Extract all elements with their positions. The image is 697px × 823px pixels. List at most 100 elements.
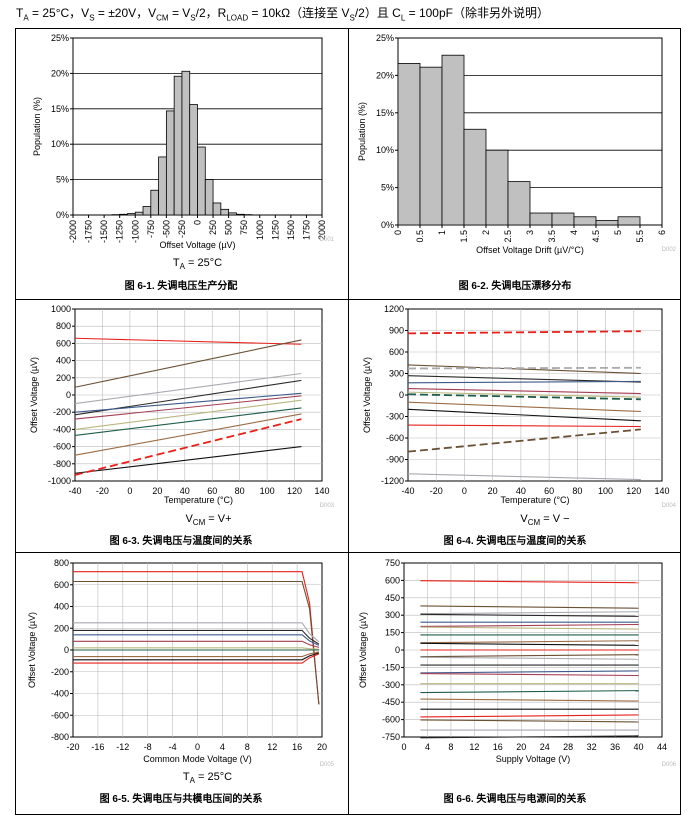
series-line — [407, 401, 641, 413]
series-line — [407, 366, 641, 370]
x-tick-label: 40 — [516, 486, 526, 496]
x-tick-label: 140 — [314, 486, 329, 496]
grid-divider-vertical — [348, 28, 349, 815]
x-tick-label: 0 — [193, 220, 203, 225]
figure-caption: 图 6-1. 失调电压生产分配 — [125, 279, 238, 292]
bar — [119, 213, 128, 216]
x-tick-label: 16 — [493, 742, 503, 752]
x-tick-label: 8 — [245, 742, 250, 752]
y-tick-label: 600 — [54, 580, 69, 590]
y-tick-label: 400 — [56, 356, 71, 366]
x-tick-label: 44 — [657, 742, 667, 752]
figure-caption: 图 6-4. 失调电压与温度间的关系 — [444, 534, 587, 547]
x-tick-label: 60 — [544, 486, 554, 496]
series-line — [420, 654, 639, 658]
chart-fig6-4: -1200 -900 -600 -300 0 300 600 900 1200 -40 -20 0 20… — [362, 304, 677, 547]
series-line — [74, 339, 302, 388]
x-tick-label: 2.5 — [503, 230, 513, 243]
y-tick-label: -450 — [382, 697, 400, 707]
series-line — [74, 392, 302, 413]
series-line — [420, 719, 639, 723]
series-line — [407, 388, 641, 395]
y-tick-label: 20% — [51, 68, 69, 78]
y-tick-label: -600 — [53, 442, 71, 452]
y-axis-label: Offset Voltage (µV) — [27, 612, 37, 688]
y-tick-label: 0 — [66, 390, 71, 400]
chart-fig6-6: -750 -600 -450 -300 -150 0 150 300 450 600 750 0 4 8 1… — [358, 558, 677, 805]
y-tick-label: 900 — [389, 326, 404, 336]
series-line — [407, 393, 641, 401]
bar — [165, 110, 175, 216]
x-axis-label: Offset Voltage (µV) — [159, 240, 235, 250]
bar — [529, 212, 553, 226]
x-tick-label: 20 — [152, 486, 162, 496]
series-line — [407, 330, 641, 335]
y-tick-label: -900 — [386, 455, 404, 465]
series-line — [407, 428, 641, 453]
chart-note: TA = 25°C — [183, 771, 232, 785]
series-line — [73, 651, 320, 658]
series-line — [73, 622, 320, 643]
x-axis-label: Supply Voltage (V) — [496, 754, 571, 764]
y-tick-label: 25% — [51, 33, 69, 43]
x-tick-label: 1000 — [255, 220, 265, 240]
figure-caption: 图 6-5. 失调电压与共模电压间的关系 — [100, 792, 263, 805]
bar — [142, 206, 152, 216]
y-tick-label: 5% — [56, 175, 69, 185]
y-tick-label: -1200 — [381, 476, 404, 486]
x-tick-label: 1.5 — [459, 230, 469, 243]
x-tick-label: 1500 — [286, 220, 296, 240]
x-tick-label: 140 — [654, 486, 669, 496]
grid-divider-row2 — [15, 552, 681, 553]
figure-code: D002 — [662, 247, 677, 253]
x-tick-label: 4 — [220, 742, 225, 752]
x-tick-label: 100 — [598, 486, 613, 496]
series-line — [74, 372, 302, 405]
x-axis-label: Temperature (°C) — [164, 495, 233, 505]
series-line — [73, 653, 320, 664]
y-tick-label: 600 — [385, 575, 400, 585]
series-line — [73, 580, 320, 705]
x-tick-label: 0.5 — [415, 230, 425, 243]
x-tick-label: -20 — [66, 742, 79, 752]
series-line — [74, 413, 302, 456]
series-line — [73, 640, 320, 648]
series-line — [407, 391, 641, 398]
y-tick-label: 300 — [389, 369, 404, 379]
x-tick-label: 120 — [287, 486, 302, 496]
series-line — [73, 647, 319, 650]
figure-code: D004 — [662, 503, 677, 509]
bar — [507, 181, 531, 226]
figure-code: D006 — [662, 762, 677, 768]
series-line — [420, 626, 639, 630]
series-line — [420, 714, 639, 718]
series-line — [407, 375, 641, 383]
x-tick-label: 750 — [239, 220, 249, 235]
x-tick-label: 100 — [260, 486, 275, 496]
x-tick-label: 40 — [634, 742, 644, 752]
x-tick-label: 20 — [516, 742, 526, 752]
y-axis-label: Population (%) — [357, 102, 367, 161]
bar — [197, 146, 206, 216]
y-tick-label: -400 — [51, 689, 69, 699]
x-tick-label: 5.5 — [635, 230, 645, 243]
bar — [228, 212, 237, 216]
x-tick-label: 1 — [437, 230, 447, 235]
x-tick-label: 8 — [448, 742, 453, 752]
series-line — [420, 690, 639, 694]
y-tick-label: 0 — [395, 645, 400, 655]
series-line — [407, 380, 641, 384]
y-tick-label: 20% — [376, 70, 394, 80]
y-axis-label: Offset Voltage (µV) — [358, 612, 368, 688]
chart-fig6-2: 0% 5% 10% 15% 20% 25% 0 0.5 1 1.5 2 2.5 3 3.5 4 4.5 5 5.5… — [357, 33, 677, 292]
x-tick-label: 12 — [267, 742, 277, 752]
x-tick-label: -20 — [96, 486, 109, 496]
x-tick-label: 24 — [540, 742, 550, 752]
x-axis-label: Temperature (°C) — [500, 495, 569, 505]
bar — [212, 202, 222, 216]
figure-caption: 图 6-3. 失调电压与温度间的关系 — [110, 534, 253, 547]
series-line — [420, 623, 639, 628]
x-tick-label: 250 — [208, 220, 218, 235]
y-axis-label: Population (%) — [32, 97, 42, 156]
